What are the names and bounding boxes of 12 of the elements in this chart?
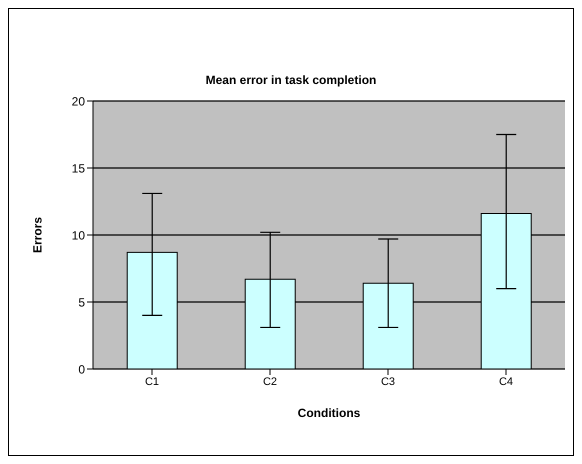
y-tick-label: 20 bbox=[72, 94, 86, 108]
chart-title: Mean error in task completion bbox=[204, 73, 378, 87]
x-tick-label: C3 bbox=[380, 376, 396, 388]
y-tick-label: 10 bbox=[72, 228, 86, 242]
y-tick-label: 0 bbox=[78, 362, 86, 376]
x-tick-label: C2 bbox=[262, 376, 278, 388]
y-axis-title: Errors bbox=[30, 216, 44, 254]
x-axis-title: Conditions bbox=[298, 406, 361, 420]
y-tick-label: 5 bbox=[78, 295, 86, 310]
x-tick-label: C1 bbox=[144, 376, 160, 388]
y-tick-label: 15 bbox=[72, 161, 86, 176]
x-tick-label: C4 bbox=[498, 376, 514, 388]
